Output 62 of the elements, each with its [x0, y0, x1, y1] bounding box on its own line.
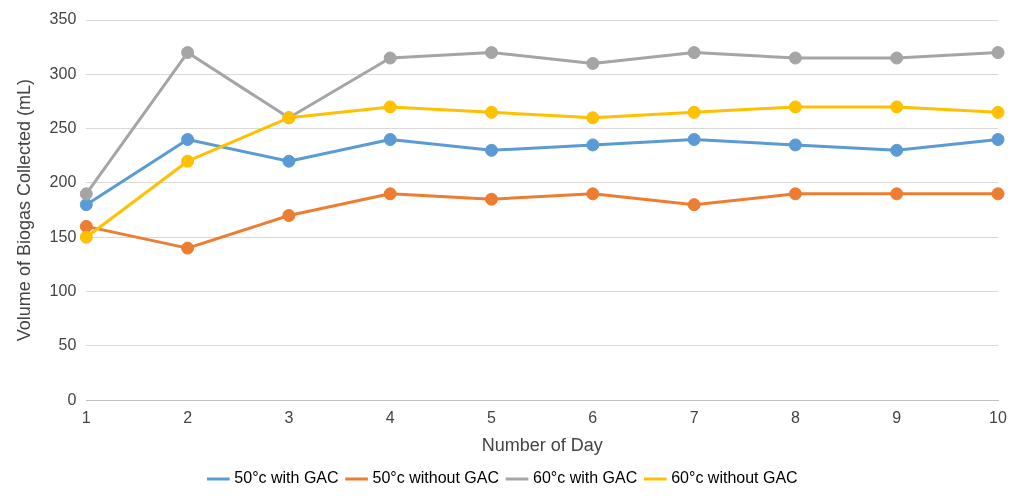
point: [991, 105, 1005, 119]
point: [687, 132, 701, 146]
x-axis-title: Number of Day: [481, 435, 603, 456]
point: [586, 111, 600, 125]
y-tick-label: 350: [49, 10, 77, 28]
x-tick-label: 10: [989, 409, 1007, 427]
point: [788, 187, 802, 201]
point: [79, 187, 93, 201]
point: [79, 219, 93, 233]
y-tick-label: 150: [49, 227, 77, 245]
point: [687, 46, 701, 60]
y-tick-label: 100: [49, 281, 77, 299]
point: [991, 132, 1005, 146]
point: [79, 230, 93, 244]
legend-label: 60°c without GAC: [671, 469, 798, 487]
point: [485, 143, 498, 157]
point: [687, 105, 701, 119]
point: [282, 209, 296, 223]
y-tick-label: 200: [49, 173, 77, 191]
point: [181, 46, 195, 60]
y-axis-title: Volume of Biogas Collected (mL): [13, 79, 34, 342]
y-tick-label: 300: [49, 64, 77, 82]
legend-label: 50°c without GAC: [372, 469, 499, 487]
point: [485, 105, 498, 119]
legend-label: 50°c with GAC: [234, 469, 339, 487]
point: [788, 138, 802, 152]
x-tick-label: 9: [892, 409, 902, 427]
point: [586, 138, 600, 152]
x-tick-label: 5: [487, 409, 497, 427]
point: [383, 51, 397, 65]
point: [991, 46, 1005, 60]
y-tick-label: 50: [58, 336, 77, 354]
point: [991, 187, 1005, 201]
point: [181, 132, 195, 146]
point: [282, 154, 296, 168]
y-tick-label: 250: [49, 119, 77, 137]
x-tick-label: 7: [689, 409, 699, 427]
point: [181, 241, 195, 255]
point: [788, 51, 802, 65]
legend-label: 60°c with GAC: [533, 469, 638, 487]
point: [890, 100, 904, 114]
x-tick-label: 4: [385, 409, 395, 427]
point: [485, 46, 498, 60]
x-tick-label: 3: [284, 409, 294, 427]
x-tick-label: 2: [183, 409, 193, 427]
point: [383, 100, 397, 114]
y-tick-label: 0: [67, 390, 77, 408]
point: [788, 100, 802, 114]
x-tick-label: 6: [588, 409, 598, 427]
point: [586, 187, 600, 201]
point: [79, 198, 93, 212]
point: [687, 198, 701, 212]
x-tick-label: 1: [81, 409, 91, 427]
point: [586, 56, 600, 70]
point: [383, 132, 397, 146]
point: [383, 187, 397, 201]
point: [890, 51, 904, 65]
point: [181, 154, 195, 168]
x-tick-label: 8: [790, 409, 800, 427]
point: [890, 143, 904, 157]
point: [485, 192, 498, 206]
point: [890, 187, 904, 201]
